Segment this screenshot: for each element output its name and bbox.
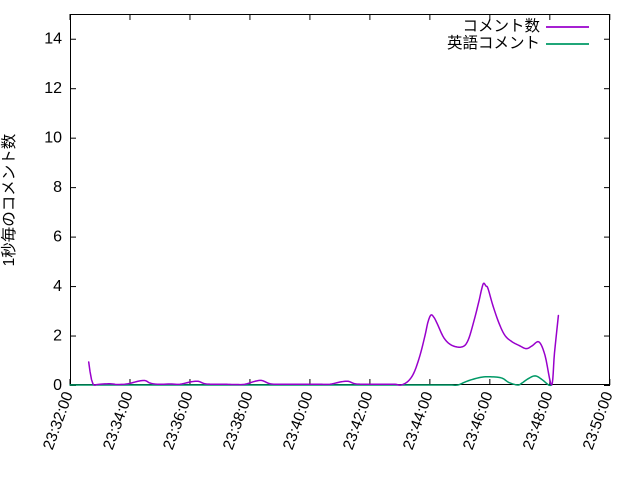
svg-text:4: 4 — [53, 278, 62, 295]
svg-text:6: 6 — [53, 229, 62, 246]
svg-text:8: 8 — [53, 179, 62, 196]
svg-text:コメント数: コメント数 — [462, 17, 540, 35]
svg-text:14: 14 — [44, 31, 62, 48]
svg-text:1秒毎のコメント数: 1秒毎のコメント数 — [0, 133, 18, 266]
svg-text:2: 2 — [53, 328, 62, 345]
svg-text:10: 10 — [44, 130, 62, 147]
svg-text:12: 12 — [44, 80, 62, 97]
svg-text:英語コメント: 英語コメント — [447, 34, 540, 52]
